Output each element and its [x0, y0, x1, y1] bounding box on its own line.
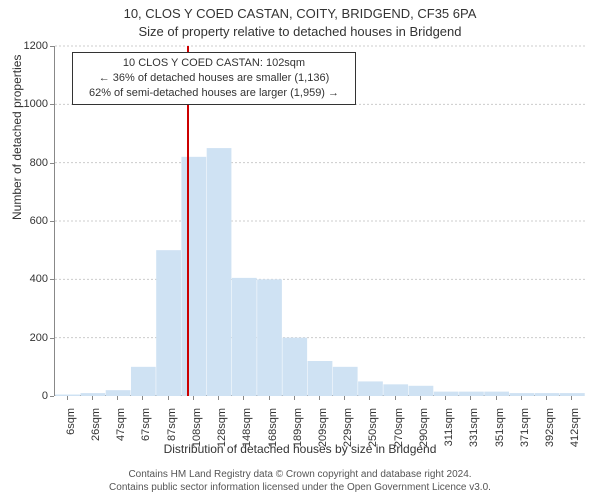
x-tick-label: 26sqm: [90, 408, 102, 441]
histogram-bar: [560, 393, 585, 396]
y-tick-label: 800: [8, 157, 48, 169]
x-tick-mark: [521, 396, 522, 400]
attribution-line-1: Contains HM Land Registry data © Crown c…: [0, 469, 600, 482]
histogram-bar: [308, 361, 333, 396]
histogram-bar: [484, 392, 509, 396]
chart-container: 10, CLOS Y COED CASTAN, COITY, BRIDGEND,…: [0, 0, 600, 500]
x-tick-label: 67sqm: [140, 408, 152, 441]
x-tick-mark: [168, 396, 169, 400]
x-tick-mark: [344, 396, 345, 400]
x-tick-mark: [369, 396, 370, 400]
x-tick-mark: [117, 396, 118, 400]
x-tick-mark: [218, 396, 219, 400]
y-tick-mark: [50, 396, 54, 397]
histogram-bar: [156, 250, 181, 396]
y-tick-label: 1200: [8, 40, 48, 52]
x-tick-mark: [571, 396, 572, 400]
x-tick-label: 47sqm: [115, 408, 127, 441]
x-tick-mark: [142, 396, 143, 400]
y-tick-label: 0: [8, 390, 48, 402]
annotation-line-3: 62% of semi-detached houses are larger (…: [79, 86, 349, 101]
x-tick-mark: [243, 396, 244, 400]
histogram-bar: [232, 278, 257, 396]
histogram-bar: [434, 392, 459, 396]
x-tick-mark: [92, 396, 93, 400]
histogram-bar: [55, 395, 80, 396]
x-tick-mark: [269, 396, 270, 400]
annotation-box: 10 CLOS Y COED CASTAN: 102sqm ← 36% of d…: [72, 52, 356, 105]
x-tick-mark: [193, 396, 194, 400]
x-tick-mark: [420, 396, 421, 400]
attribution-text: Contains HM Land Registry data © Crown c…: [0, 469, 600, 494]
histogram-bar: [409, 386, 434, 396]
x-tick-mark: [319, 396, 320, 400]
histogram-bar: [383, 384, 408, 396]
x-tick-mark: [445, 396, 446, 400]
x-tick-label: 6sqm: [65, 408, 77, 435]
chart-title-main: 10, CLOS Y COED CASTAN, COITY, BRIDGEND,…: [0, 6, 600, 21]
x-tick-label: 311sqm: [443, 408, 455, 446]
histogram-bar: [106, 390, 131, 396]
histogram-bar: [535, 393, 560, 396]
annotation-line-2: ← 36% of detached houses are smaller (1,…: [79, 71, 349, 86]
bars-group: [55, 148, 584, 396]
histogram-bar: [282, 338, 307, 396]
histogram-bar: [333, 367, 358, 396]
y-tick-label: 1000: [8, 98, 48, 110]
histogram-bar: [459, 392, 484, 396]
x-tick-mark: [67, 396, 68, 400]
histogram-bar: [257, 279, 282, 396]
chart-title-sub: Size of property relative to detached ho…: [0, 24, 600, 39]
annotation-line-1: 10 CLOS Y COED CASTAN: 102sqm: [79, 56, 349, 71]
histogram-bar: [510, 393, 535, 396]
histogram-bar: [80, 393, 105, 396]
x-tick-mark: [546, 396, 547, 400]
x-tick-mark: [496, 396, 497, 400]
histogram-bar: [181, 157, 206, 396]
x-tick-label: 87sqm: [166, 408, 178, 441]
x-tick-mark: [395, 396, 396, 400]
y-tick-label: 400: [8, 273, 48, 285]
x-tick-mark: [470, 396, 471, 400]
x-tick-mark: [294, 396, 295, 400]
histogram-bar: [207, 148, 232, 396]
histogram-bar: [358, 381, 383, 396]
x-axis-label: Distribution of detached houses by size …: [0, 442, 600, 456]
y-axis-label: Number of detached properties: [10, 55, 24, 220]
y-tick-label: 600: [8, 215, 48, 227]
histogram-bar: [131, 367, 156, 396]
y-tick-label: 200: [8, 332, 48, 344]
attribution-line-2: Contains public sector information licen…: [0, 482, 600, 495]
